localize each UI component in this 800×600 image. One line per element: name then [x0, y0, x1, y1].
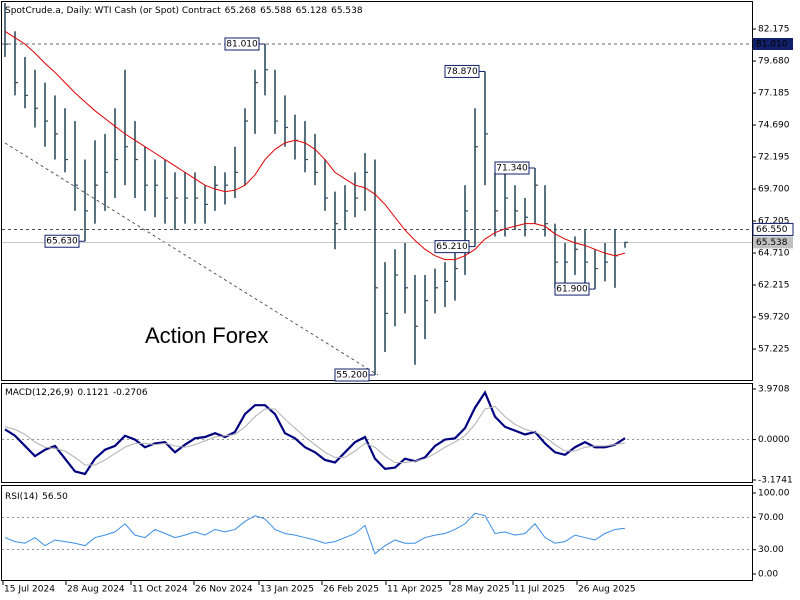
annotation-label: 81.010: [226, 39, 258, 49]
x-tick-label: 28 Aug 2024: [67, 585, 125, 595]
annotation-box: [554, 282, 590, 296]
indicator-title: MACD(12,26,9) 0.1121 -0.2706: [5, 388, 148, 398]
annotation-label: 65.210: [436, 242, 468, 252]
title-part: 65.538: [331, 6, 363, 16]
annotation-label: 78.870: [446, 67, 478, 77]
annotation-box: [494, 161, 530, 175]
y-tick-label: 3.9708: [758, 385, 790, 395]
annotation-box: [334, 368, 370, 382]
title-part: SpotCrude.a, Daily: WTI Cash (or Spot) C…: [5, 6, 221, 16]
indicator-value: 56.50: [42, 492, 68, 502]
rsi-pane: [1, 485, 753, 581]
annotation-box: [224, 37, 260, 51]
title-part: 65.128: [296, 6, 328, 16]
title-part: 65.588: [260, 6, 292, 16]
y-tick-label: 59.720: [758, 313, 790, 323]
macd-pane: [1, 383, 753, 483]
indicator-line: [4, 512, 626, 555]
trend-line: [4, 142, 379, 376]
x-tick-label: 11 Jul 2025: [514, 585, 565, 595]
y-tick-label: 100.00: [758, 489, 790, 499]
y-tick-label: 0.00: [758, 570, 778, 580]
annotation-label: 55.200: [336, 370, 368, 380]
annotation-label: 71.340: [496, 164, 528, 174]
price-level-box: [752, 222, 794, 236]
x-tick-label: 15 Jul 2024: [4, 585, 55, 595]
y-tick-label: 77.185: [758, 89, 790, 99]
x-tick-label: 26 Aug 2025: [578, 585, 636, 595]
x-tick-label: 26 Nov 2024: [195, 585, 253, 595]
indicator-name: MACD(12,26,9): [5, 388, 73, 398]
indicator-name: RSI(14): [5, 492, 38, 502]
price-level-label: 65.538: [756, 238, 788, 248]
x-tick-label: 11 Oct 2024: [132, 585, 188, 595]
price-level-box: [753, 236, 793, 249]
price-level-label: 81.010: [756, 39, 788, 49]
y-tick-label: 74.690: [758, 121, 790, 131]
y-tick-label: 69.700: [758, 185, 790, 195]
y-tick-label: -3.1741: [758, 476, 793, 486]
indicator-value: -0.2706: [113, 388, 148, 398]
indicator-value: 0.1121: [77, 388, 109, 398]
y-tick-label: 0.0000: [758, 435, 790, 445]
x-tick-label: 26 Feb 2025: [323, 585, 379, 595]
annotation-box: [444, 64, 480, 78]
indicator-title: RSI(14) 56.50: [5, 492, 68, 502]
moving-average: [4, 30, 626, 261]
annotation-box: [44, 234, 80, 248]
price-level-label: 66.550: [756, 225, 788, 235]
annotation-label: 61.900: [556, 285, 588, 295]
annotation-label: 65.630: [46, 237, 78, 247]
y-tick-label: 67.205: [758, 217, 790, 227]
y-tick-label: 30.00: [758, 545, 784, 555]
x-tick-label: 28 May 2025: [451, 585, 510, 595]
indicator-line: [4, 390, 626, 476]
price-pane: [1, 1, 753, 381]
price-level-box: [753, 37, 793, 50]
y-tick-label: 79.680: [758, 57, 790, 67]
watermark: Action Forex: [145, 323, 269, 348]
y-tick-label: 70.00: [758, 513, 784, 523]
y-tick-label: 57.225: [758, 345, 790, 355]
x-tick-label: 11 Apr 2025: [387, 585, 443, 595]
y-tick-label: 72.195: [758, 153, 790, 163]
annotation-box: [434, 240, 470, 254]
y-tick-label: 62.215: [758, 281, 790, 291]
chart-title: SpotCrude.a, Daily: WTI Cash (or Spot) C…: [5, 6, 363, 16]
y-tick-label: 64.710: [758, 249, 790, 259]
y-tick-label: 82.175: [758, 25, 790, 35]
title-part: 65.268: [225, 6, 257, 16]
x-tick-label: 13 Jan 2025: [260, 585, 314, 595]
indicator-line: [4, 405, 626, 466]
